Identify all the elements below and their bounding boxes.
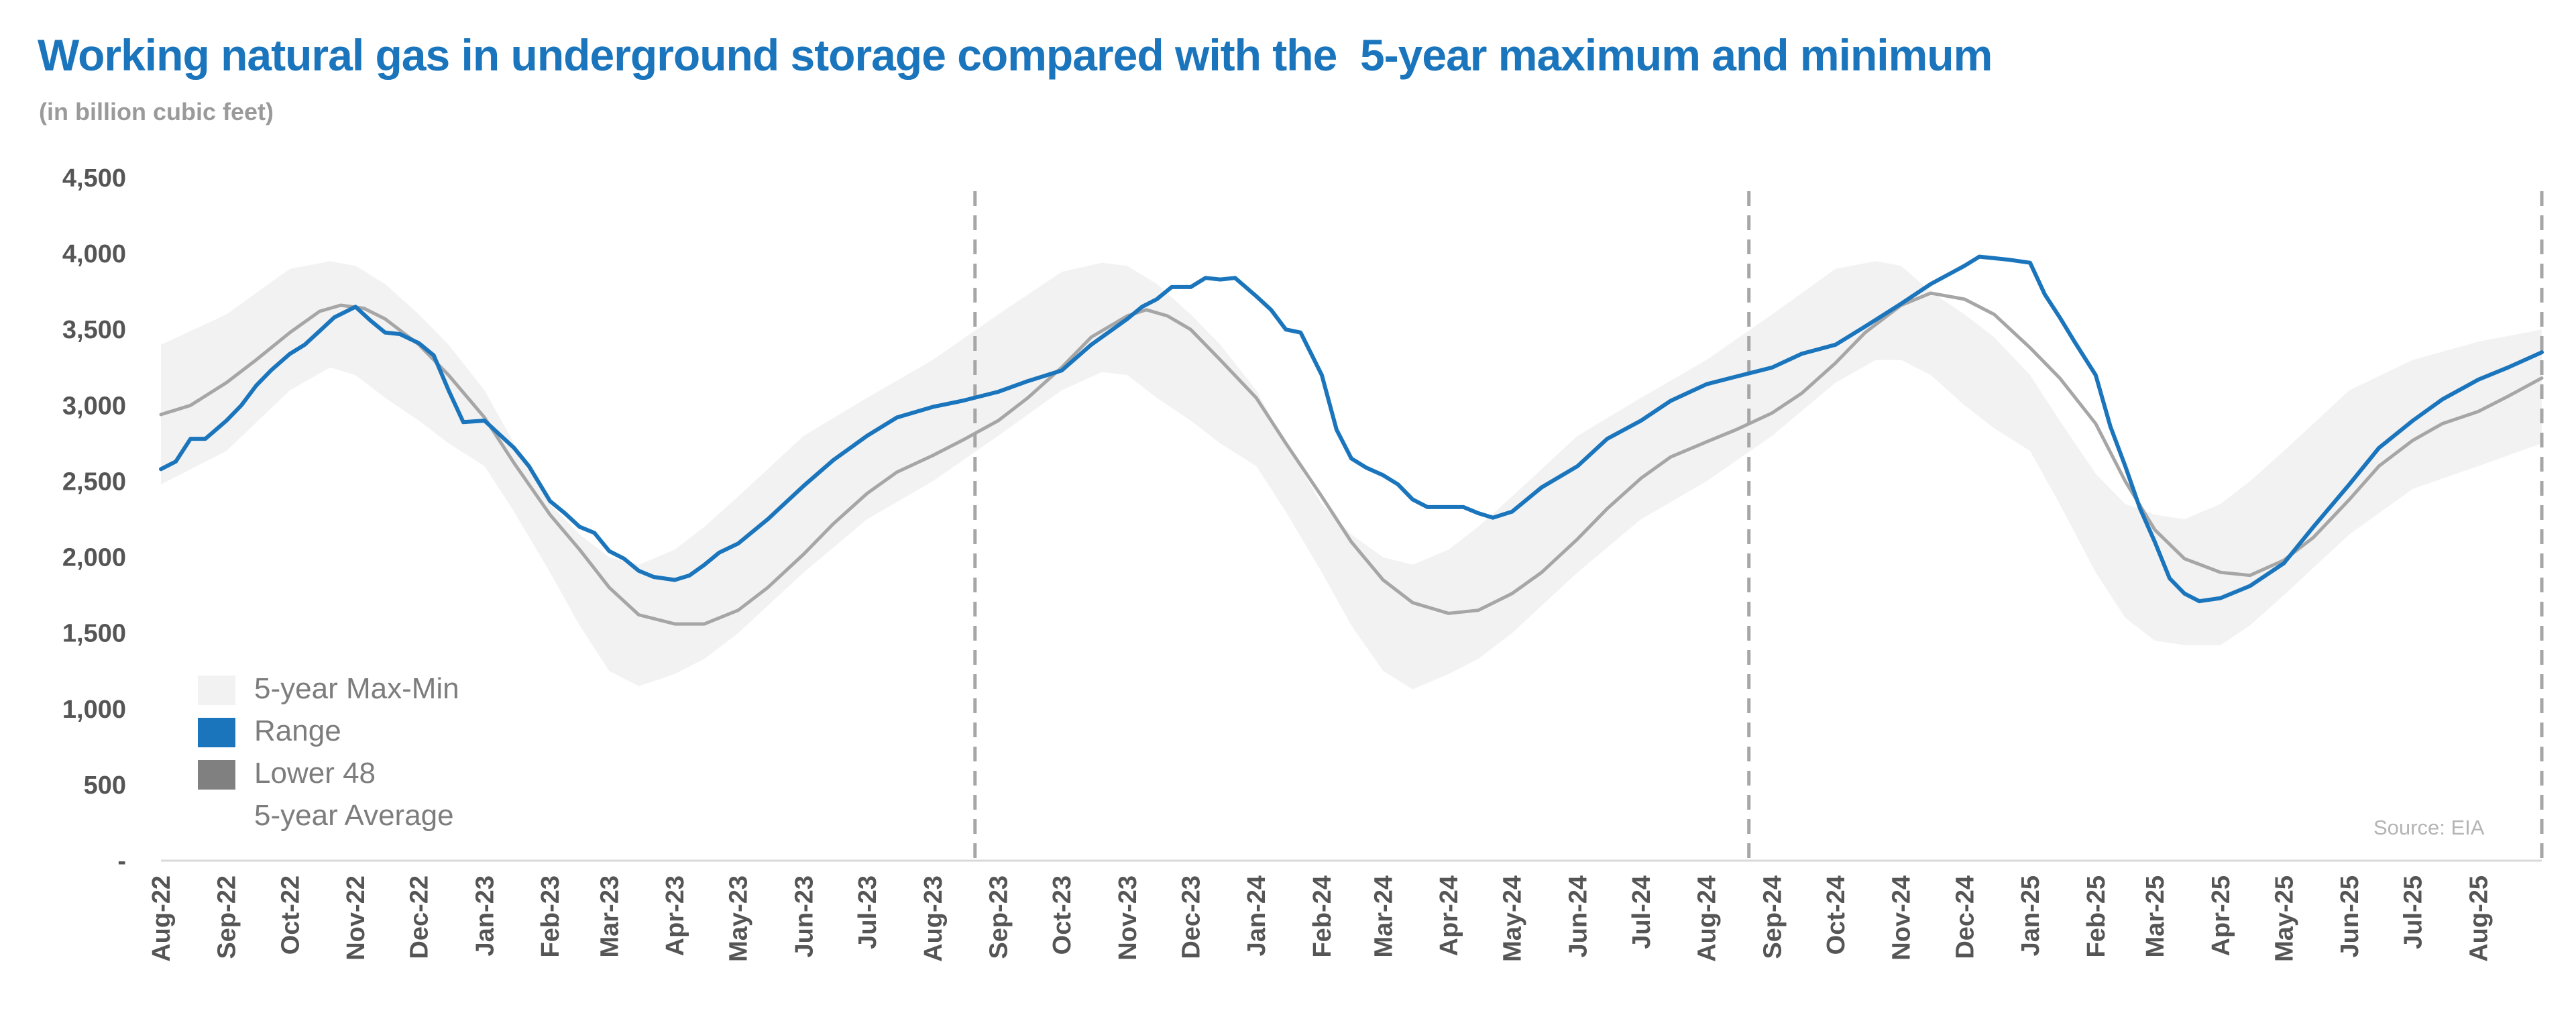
x-tick-label: Dec-23 [1177, 875, 1205, 959]
x-tick-label: Jan-23 [471, 875, 499, 956]
x-tick-label: Aug-22 [148, 875, 176, 962]
x-tick-label: Mar-23 [596, 875, 624, 958]
y-tick-label: - [117, 847, 126, 875]
x-tick-label: Mar-24 [1369, 875, 1398, 958]
x-tick-label: Sep-23 [985, 875, 1013, 959]
x-tick-label: Aug-25 [2465, 875, 2493, 962]
y-tick-label: 3,500 [62, 316, 126, 344]
x-tick-label: May-25 [2270, 875, 2298, 962]
x-tick-label: Oct-22 [276, 875, 304, 955]
legend-label-range: Range [254, 714, 341, 747]
x-tick-label: Aug-24 [1693, 875, 1722, 962]
y-tick-label: 500 [84, 771, 126, 800]
five-year-max-min-band [161, 261, 2542, 690]
legend-label-lower-48: Lower 48 [254, 757, 376, 790]
x-tick-label: Feb-23 [537, 875, 565, 957]
chart-title: Working natural gas in underground stora… [38, 30, 1993, 80]
x-tick-label: Apr-24 [1435, 875, 1463, 956]
x-tick-label: Jan-25 [2017, 875, 2045, 956]
y-tick-label: 4,500 [62, 164, 126, 193]
x-tick-label: May-24 [1499, 875, 1527, 962]
chart-subtitle: (in billion cubic feet) [39, 98, 274, 125]
x-tick-label: Nov-22 [342, 875, 370, 961]
x-tick-label: Feb-25 [2082, 875, 2111, 957]
legend-label-5yr-average: 5-year Average [254, 799, 454, 832]
legend-swatch-max-min [198, 676, 235, 705]
x-tick-label: Feb-24 [1308, 875, 1337, 957]
legend-label-max-min: 5-year Max-Min [254, 672, 459, 705]
x-tick-label: Jul-25 [2400, 875, 2428, 949]
x-tick-label: Apr-23 [661, 875, 689, 956]
y-tick-label: 1,000 [62, 696, 126, 724]
x-tick-label: Jun-25 [2336, 875, 2364, 957]
x-tick-label: Jan-24 [1243, 875, 1271, 956]
x-tick-label: Sep-22 [213, 875, 241, 959]
y-tick-label: 3,000 [62, 392, 126, 420]
x-tick-label: Sep-24 [1758, 875, 1787, 959]
x-tick-label: Nov-23 [1114, 875, 1142, 961]
x-tick-label: Oct-24 [1822, 875, 1850, 955]
y-tick-label: 4,000 [62, 240, 126, 268]
y-tick-label: 2,000 [62, 544, 126, 572]
y-tick-label: 1,500 [62, 620, 126, 648]
y-tick-label: 2,500 [62, 468, 126, 496]
x-tick-label: Aug-23 [919, 875, 948, 962]
legend-swatch-lower-48 [198, 760, 235, 790]
source-note: Source: EIA [2373, 816, 2485, 839]
series-line-lower-48 [159, 254, 2544, 604]
x-tick-label: Jun-23 [790, 875, 818, 957]
x-tick-label: Jul-24 [1628, 875, 1656, 949]
x-tick-label: Jun-24 [1564, 875, 1592, 957]
x-tick-label: Mar-25 [2141, 875, 2170, 958]
legend-swatch-range [198, 718, 235, 747]
x-tick-label: Dec-24 [1951, 875, 1979, 959]
x-tick-label: May-23 [725, 875, 753, 962]
x-tick-label: Dec-22 [406, 875, 434, 959]
x-tick-label: Jul-23 [854, 875, 882, 949]
x-tick-label: Apr-25 [2207, 875, 2235, 956]
x-tick-label: Oct-23 [1048, 875, 1076, 955]
x-tick-label: Nov-24 [1888, 875, 1916, 961]
